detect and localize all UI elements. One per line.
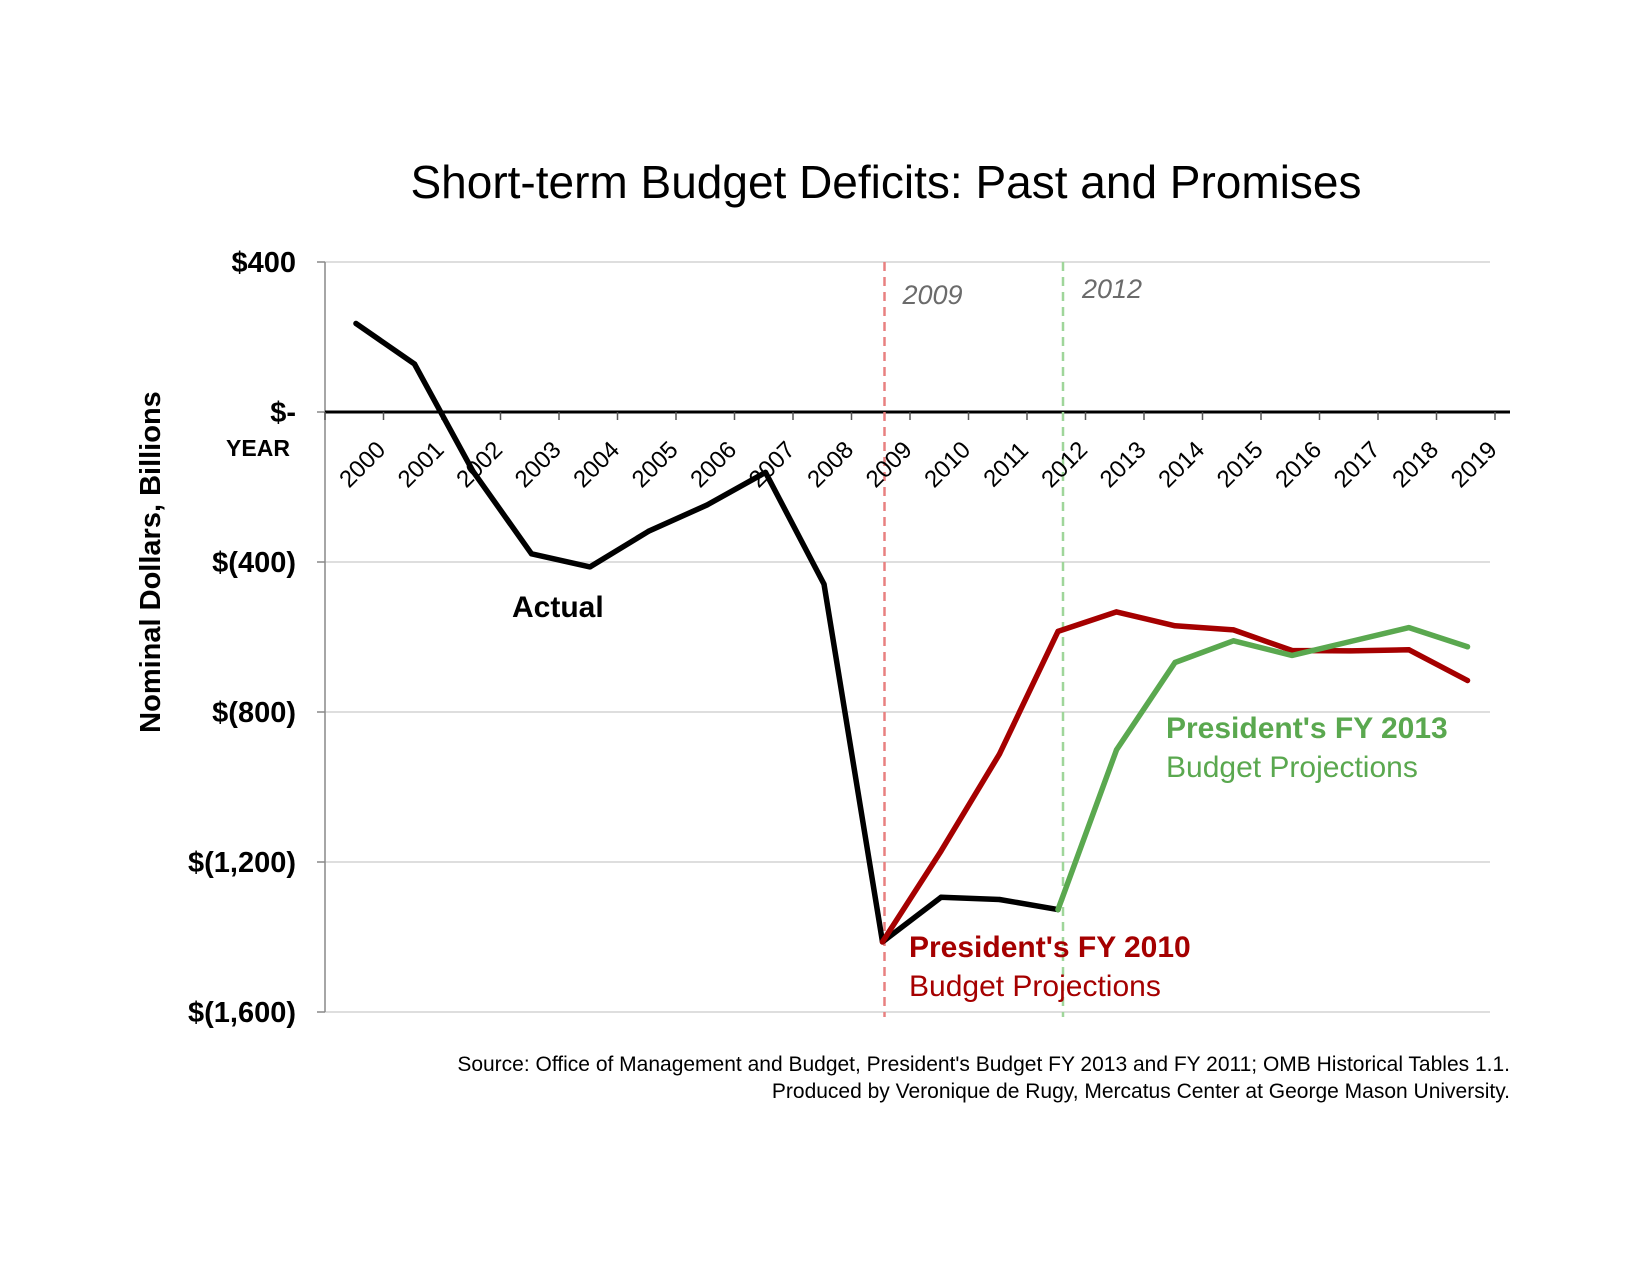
x-tick-label: 2004 [568,436,625,493]
data-point [1113,609,1120,615]
x-tick-label: 2001 [393,436,450,493]
y-axis-label: Nominal Dollars, Billions [135,391,167,733]
x-tick-label: 2014 [1153,436,1210,493]
data-point [411,361,418,367]
data-point [821,581,827,587]
y-tick-label: $400 [231,247,296,279]
x-tick-label: 2003 [510,436,567,493]
y-tick-label: $(400) [212,547,296,579]
data-point [1289,652,1295,658]
data-point [1230,638,1237,644]
fy2010-label-line1: President's FY 2010 [909,931,1191,964]
source-line-1: Source: Office of Management and Budget,… [457,1053,1510,1076]
data-point [1113,747,1120,753]
source-line-2: Produced by Veronique de Rugy, Mercatus … [772,1080,1510,1103]
marker-label-2012: 2012 [1081,274,1142,304]
data-point [1055,907,1061,913]
data-point [470,468,476,474]
data-point [1172,623,1178,629]
fy2010-label-line2: Budget Projections [909,970,1161,1003]
actual-series-label: Actual [512,591,604,624]
data-point [645,528,652,534]
data-point [528,551,535,557]
data-point [1172,659,1178,666]
data-point [996,896,1003,903]
year-markers: 2009 2012 [883,262,1142,1017]
data-point [587,564,593,570]
axes [317,261,1510,1013]
y-tick-label: $(1,200) [188,847,296,879]
x-tick-label: 2010 [919,436,976,493]
x-axis-label: YEAR [226,435,290,461]
y-tick-label: $(1,600) [188,997,296,1029]
data-point [1230,627,1237,633]
data-point [1347,638,1354,645]
data-point [1464,677,1471,684]
fy2013-label-line2: Budget Projections [1166,751,1418,784]
x-tick-labels: 2000 2001 2002 2003 2004 2005 2006 2007 2008 2009… [334,436,1502,493]
data-point [353,320,359,327]
x-tick-label: 2000 [334,436,391,493]
data-point [1406,647,1412,653]
x-tick-label: 2011 [978,437,1034,493]
data-point [1406,625,1412,631]
y-tick-label: $- [270,397,296,429]
x-tick-label: 2005 [627,436,684,493]
y-tick-label: $(800) [212,697,296,729]
fy2013-label-line1: President's FY 2013 [1166,712,1448,745]
data-point [938,848,944,854]
data-point [879,939,886,945]
data-point [762,469,769,475]
chart-title: Short-term Budget Deficits: Past and Pro… [410,156,1361,208]
data-point [996,751,1003,757]
x-tick-label: 2015 [1212,436,1269,493]
x-tick-label: 2013 [1095,436,1152,493]
data-point [1289,647,1295,654]
series-lines [353,320,1471,945]
x-tick-label: 2016 [1270,436,1327,493]
x-tick-label: 2017 [1329,436,1386,493]
data-point [1347,648,1354,654]
data-point [1464,644,1471,650]
x-tick-label: 2018 [1387,436,1444,493]
y-tick-labels: $400 $- $(400) $(800) $(1,200) $(1,600) [188,247,296,1029]
x-tick-label: 2019 [1446,436,1503,493]
gridlines [325,261,1490,1013]
data-point [704,502,710,508]
data-point [938,894,944,900]
series-line-0 [353,320,1061,945]
x-tick-label: 2012 [1036,436,1093,493]
x-tick-label: 2009 [861,436,918,493]
x-tick-label: 2006 [685,436,742,493]
marker-label-2009: 2009 [902,280,963,310]
series-line-2 [1055,624,1471,913]
x-tick-label: 2008 [802,436,859,493]
data-point [1055,628,1061,634]
